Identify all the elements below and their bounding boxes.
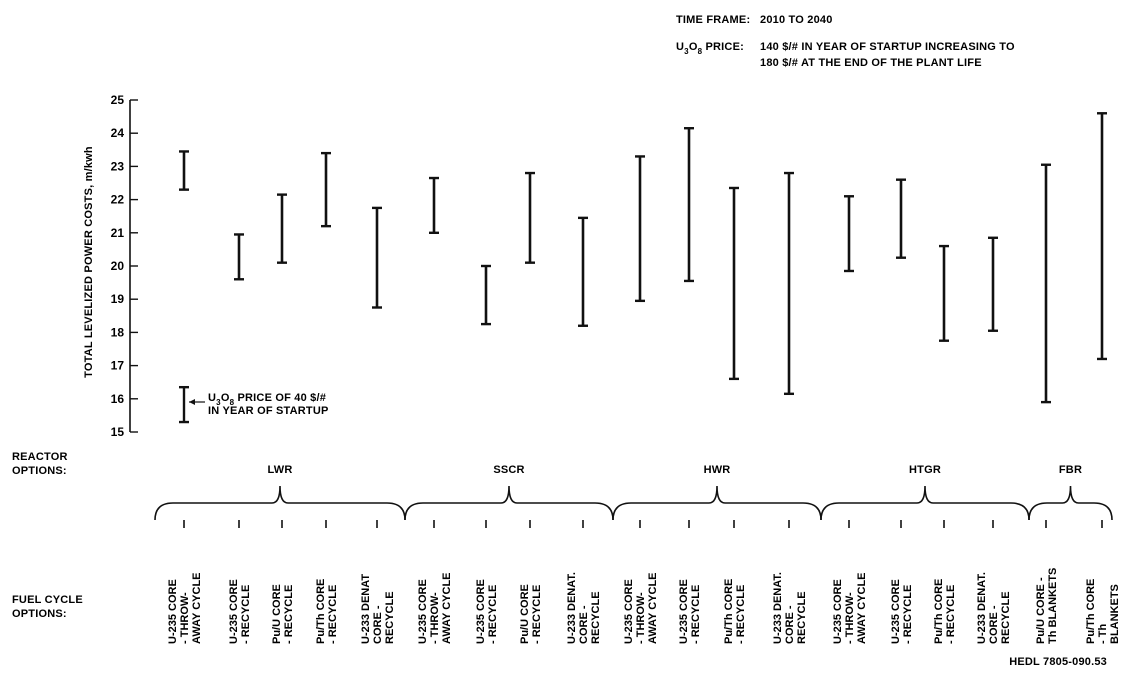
fuel-cycle-label: Pu/U CORE -	[1035, 577, 1047, 644]
y-tick-label: 16	[111, 392, 125, 406]
y-tick-label: 15	[111, 425, 125, 439]
legend-arrow-head	[189, 399, 195, 405]
fuel-cycle-label: - THROW-	[179, 592, 191, 644]
price-line-2: 180 $/# AT THE END OF THE PLANT LIFE	[760, 57, 982, 69]
reactor-group-label: FBR	[1059, 464, 1082, 476]
price-label: U3O8 PRICE:	[676, 41, 744, 56]
y-tick-label: 19	[111, 292, 125, 306]
fuel-cycle-label: U-235 CORE	[890, 579, 902, 644]
fuel-cycle-label: CORE -	[578, 605, 590, 644]
fuel-cycle-label: - RECYCLE	[240, 585, 252, 644]
fuel-cycle-label: U-235 CORE	[228, 579, 240, 644]
fuel-cycle-label: RECYCLE	[796, 591, 808, 644]
range-bars	[179, 112, 1107, 404]
fuel-cycle-label: U-235 CORE	[623, 579, 635, 644]
time-frame-value: 2010 TO 2040	[760, 14, 833, 26]
legend-text-line-1: U3O8 PRICE OF 40 $/#	[208, 392, 326, 407]
fuel-cycle-label: U-235 CORE	[167, 579, 179, 644]
y-tick-label: 22	[111, 193, 125, 207]
fuel-cycle-label: - THROW-	[635, 592, 647, 644]
fuel-cycle-label: U-235 CORE	[678, 579, 690, 644]
price-line-1: 140 $/# IN YEAR OF STARTUP INCREASING TO	[760, 41, 1015, 53]
y-tick-label: 20	[111, 259, 125, 273]
fuel-cycle-options-label-2: OPTIONS:	[12, 608, 67, 620]
fuel-cycle-label: - THROW-	[429, 592, 441, 644]
fuel-cycle-label: U-233 DENAT.	[566, 572, 578, 644]
y-tick-label: 21	[111, 226, 125, 240]
reactor-group-label: SSCR	[493, 464, 524, 476]
fuel-cycle-label: Pu/U CORE	[519, 584, 531, 644]
fuel-cycle-label: - RECYCLE	[327, 585, 339, 644]
reactor-options-label-2: OPTIONS:	[12, 465, 67, 477]
figure-id: HEDL 7805-090.53	[1009, 656, 1107, 668]
fuel-cycle-label: CORE -	[784, 605, 796, 644]
fuel-cycle-label: U-233 DENAT.	[772, 572, 784, 644]
fuel-cycle-label: RECYCLE	[590, 591, 602, 644]
y-tick-label: 24	[111, 126, 125, 140]
reactor-group-brace	[1028, 485, 1113, 521]
reactor-group-label: LWR	[267, 464, 292, 476]
reactor-group-label: HWR	[704, 464, 731, 476]
fuel-cycle-label: - RECYCLE	[690, 585, 702, 644]
reactor-options-label-1: REACTOR	[12, 451, 68, 463]
reactor-group-brace	[820, 485, 1030, 521]
fuel-cycle-label: - RECYCLE	[531, 585, 543, 644]
fuel-cycle-label: U-233 DENAT.	[976, 572, 988, 644]
fuel-cycle-label: - RECYCLE	[283, 585, 295, 644]
fuel-cycle-label: - RECYCLE	[735, 585, 747, 644]
fuel-cycle-label: U-233 DENAT	[360, 574, 372, 644]
fuel-cycle-label: - RECYCLE	[902, 585, 914, 644]
fuel-cycle-label: BLANKETS	[1109, 584, 1121, 644]
fuel-cycle-label: AWAY CYCLE	[441, 572, 453, 644]
reactor-group-brace	[612, 485, 822, 521]
y-tick-label: 25	[111, 93, 125, 107]
fuel-cycle-label: RECYCLE	[384, 591, 396, 644]
fuel-cycle-label: RECYCLE	[1000, 591, 1012, 644]
fuel-cycle-label: Pu/Th CORE	[1085, 579, 1097, 644]
y-axis-title: TOTAL LEVELIZED POWER COSTS, m/kwh	[83, 146, 95, 378]
legend-text-line-2: IN YEAR OF STARTUP	[208, 405, 329, 417]
y-tick-label: 23	[111, 159, 125, 173]
fuel-cycle-label: Pu/U CORE	[271, 584, 283, 644]
reactor-group-label: HTGR	[909, 464, 941, 476]
fuel-cycle-label: - RECYCLE	[487, 585, 499, 644]
y-ticks: 15 16 17 18 19 20 21 22 23 24 25	[111, 93, 138, 439]
reactor-group-brace	[154, 485, 406, 521]
fuel-cycle-label: Th BLANKETS	[1047, 568, 1059, 644]
fuel-cycle-label: CORE -	[372, 605, 384, 644]
time-frame-label: TIME FRAME:	[676, 14, 750, 26]
fuel-cycle-label: AWAY CYCLE	[647, 572, 659, 644]
fuel-cycle-label: Pu/Th CORE	[933, 579, 945, 644]
fuel-cycle-label: Pu/Th CORE	[315, 579, 327, 644]
fuel-cycle-label: AWAY CYCLE	[856, 572, 868, 644]
fuel-cycle-label: Pu/Th CORE	[723, 579, 735, 644]
fuel-cycle-label: U-235 CORE	[417, 579, 429, 644]
legend-annotation: U3O8 PRICE OF 40 $/# IN YEAR OF STARTUP	[179, 385, 329, 424]
y-tick-label: 17	[111, 359, 125, 373]
fuel-cycle-label: U-235 CORE	[475, 579, 487, 644]
fuel-cycle-label: U-235 CORE	[832, 579, 844, 644]
y-tick-label: 18	[111, 325, 125, 339]
fuel-cycle-label: AWAY CYCLE	[191, 572, 203, 644]
fuel-cycle-label: CORE -	[988, 605, 1000, 644]
fuel-cycle-label: - RECYCLE	[945, 585, 957, 644]
fuel-cycle-label: - THROW-	[844, 592, 856, 644]
reactor-group-brace	[404, 485, 614, 521]
fuel-cycle-label: - Th	[1097, 624, 1109, 644]
fuel-cycle-options-label-1: FUEL CYCLE	[12, 594, 83, 606]
